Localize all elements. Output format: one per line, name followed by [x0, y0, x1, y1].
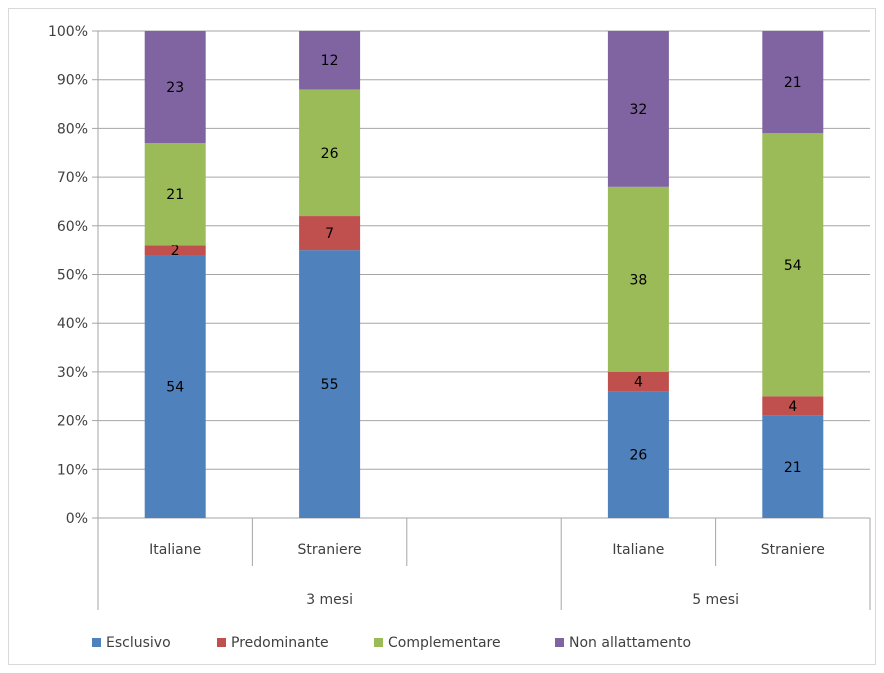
data-label: 55 — [321, 377, 339, 393]
y-tick-label: 60% — [57, 219, 88, 235]
data-label: 4 — [788, 399, 797, 415]
legend-swatch — [374, 638, 383, 647]
legend-swatch — [555, 638, 564, 647]
bar-segment — [607, 186, 669, 372]
bar-segment — [144, 143, 206, 246]
data-label: 21 — [166, 187, 184, 203]
data-label: 26 — [321, 146, 339, 162]
y-tick-label: 10% — [57, 462, 88, 478]
legend-swatch — [217, 638, 226, 647]
bar-segment — [144, 245, 206, 256]
data-label: 21 — [784, 75, 802, 91]
bar-segment — [607, 371, 669, 392]
y-tick-label: 80% — [57, 121, 88, 137]
y-tick-label: 70% — [57, 170, 88, 186]
legend-label: Predominante — [231, 635, 329, 651]
bar-segment — [299, 216, 361, 251]
bar-segment — [762, 415, 824, 518]
data-label: 4 — [634, 375, 643, 391]
x-category-label: Straniere — [761, 542, 825, 558]
legend-swatch — [92, 638, 101, 647]
y-tick-label: 50% — [57, 268, 88, 284]
x-group-label: 3 mesi — [306, 592, 353, 608]
y-tick-label: 40% — [57, 316, 88, 332]
bar-segment — [144, 31, 206, 144]
data-label: 12 — [321, 53, 339, 69]
data-label: 7 — [325, 226, 334, 242]
data-label: 38 — [629, 272, 647, 288]
bar-segment — [607, 31, 669, 187]
y-tick-label: 20% — [57, 414, 88, 430]
y-tick-label: 30% — [57, 365, 88, 381]
x-category-label: Italiane — [612, 542, 664, 558]
data-label: 23 — [166, 80, 184, 96]
bar-segment — [299, 89, 361, 217]
data-label: 32 — [629, 102, 647, 118]
y-tick-label: 100% — [48, 24, 88, 40]
data-label: 54 — [784, 258, 802, 274]
legend-label: Complementare — [388, 635, 501, 651]
data-label: 2 — [171, 243, 180, 259]
legend-label: Esclusivo — [106, 635, 171, 651]
data-label: 54 — [166, 380, 184, 396]
bar-segment — [144, 255, 206, 518]
x-category-label: Italiane — [149, 542, 201, 558]
y-tick-label: 0% — [66, 511, 88, 527]
bar-segment — [607, 391, 669, 518]
y-tick-label: 90% — [57, 73, 88, 89]
bar-segment — [762, 31, 824, 134]
bar-segment — [299, 250, 361, 518]
bar-segment — [762, 133, 824, 397]
data-label: 26 — [629, 448, 647, 464]
x-group-label: 5 mesi — [692, 592, 739, 608]
data-label: 21 — [784, 460, 802, 476]
x-category-label: Straniere — [298, 542, 362, 558]
bar-segment — [299, 31, 361, 90]
legend-label: Non allattamento — [569, 635, 691, 651]
bar-segment — [762, 396, 824, 416]
